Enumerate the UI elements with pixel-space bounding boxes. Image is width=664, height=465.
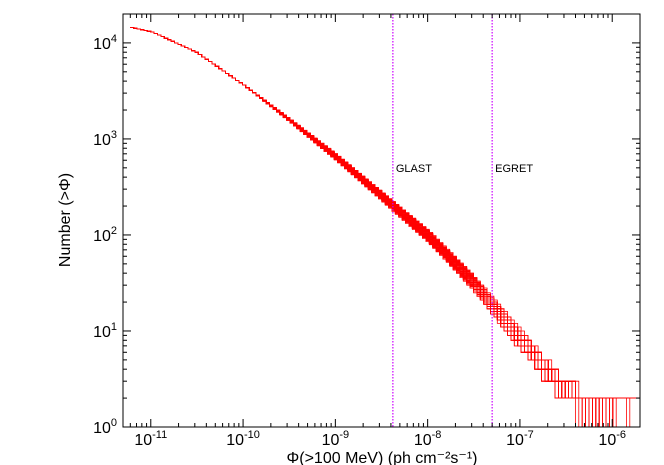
series-line <box>130 27 640 428</box>
series-line <box>130 27 640 428</box>
series-line <box>130 27 640 428</box>
series-line <box>130 27 640 428</box>
series-line <box>130 27 640 428</box>
series-line <box>130 27 640 428</box>
series-line <box>130 27 640 428</box>
series-line <box>130 27 640 428</box>
annotation-label: EGRET <box>495 163 533 175</box>
series-line <box>130 27 640 428</box>
series-line <box>130 27 640 428</box>
series-line <box>130 27 640 428</box>
series-line <box>130 27 640 428</box>
x-tick-label: 10-6 <box>598 429 626 449</box>
series-layer <box>130 27 640 428</box>
y-tick-label: 101 <box>93 321 117 341</box>
series-line <box>130 27 640 428</box>
series-line <box>130 27 640 428</box>
series-line <box>130 27 640 399</box>
annotation-layer: GLAST EGRET <box>392 14 533 427</box>
series-line <box>130 27 640 428</box>
series-line <box>130 27 640 428</box>
series-line <box>130 27 640 428</box>
series-line <box>130 27 640 399</box>
tick-label-layer: 10-11 10-10 10-9 10-8 10-7 10-6 100 101 102 103 10… <box>93 33 626 449</box>
series-line <box>130 27 640 428</box>
series-line <box>130 27 640 428</box>
series-line <box>130 27 640 428</box>
annotation-label: GLAST <box>396 163 432 175</box>
x-tick-label: 10-9 <box>322 429 350 449</box>
series-line <box>130 27 640 428</box>
series-line <box>130 27 640 428</box>
series-line <box>130 27 640 428</box>
series-line <box>130 27 640 428</box>
series-line <box>130 27 640 428</box>
series-line <box>130 27 640 428</box>
series-line <box>130 27 640 428</box>
series-line <box>130 27 640 428</box>
series-line <box>130 27 640 428</box>
series-line <box>130 27 640 399</box>
series-line <box>130 27 640 428</box>
series-line <box>130 27 640 399</box>
y-tick-label: 103 <box>93 129 117 149</box>
series-line <box>130 27 640 428</box>
y-tick-label: 104 <box>93 33 117 53</box>
x-tick-label: 10-7 <box>506 429 534 449</box>
plot-frame <box>122 13 641 428</box>
series-line <box>130 27 640 428</box>
x-tick-label: 10-8 <box>414 429 442 449</box>
series-line <box>130 27 640 399</box>
x-axis-title: Φ(>100 MeV) (ph cm⁻²s⁻¹) <box>286 450 477 465</box>
series-line <box>130 27 640 428</box>
series-line <box>130 27 640 428</box>
series-line <box>130 27 640 428</box>
series-line <box>130 27 640 428</box>
series-line <box>130 27 640 428</box>
series-line <box>130 27 640 428</box>
series-line <box>130 27 640 428</box>
x-tick-label: 10-10 <box>226 429 260 449</box>
series-line <box>130 27 640 399</box>
series-line <box>130 27 640 428</box>
series-line <box>130 27 640 399</box>
tick-layer <box>122 13 641 428</box>
series-line <box>130 27 640 428</box>
series-line <box>130 27 640 428</box>
series-line <box>130 27 640 428</box>
series-line <box>130 27 640 428</box>
series-line <box>130 27 640 428</box>
x-tick-label: 10-11 <box>134 429 167 449</box>
series-line <box>130 27 640 428</box>
series-line <box>130 27 640 428</box>
series-line <box>130 27 640 428</box>
series-line <box>130 27 640 428</box>
y-tick-label: 100 <box>93 417 117 437</box>
series-line <box>130 27 640 428</box>
series-line <box>130 27 640 399</box>
series-line <box>130 27 640 428</box>
y-axis-title: Number (>Φ) <box>57 173 74 267</box>
y-tick-label: 102 <box>93 225 117 245</box>
series-line <box>130 27 640 428</box>
